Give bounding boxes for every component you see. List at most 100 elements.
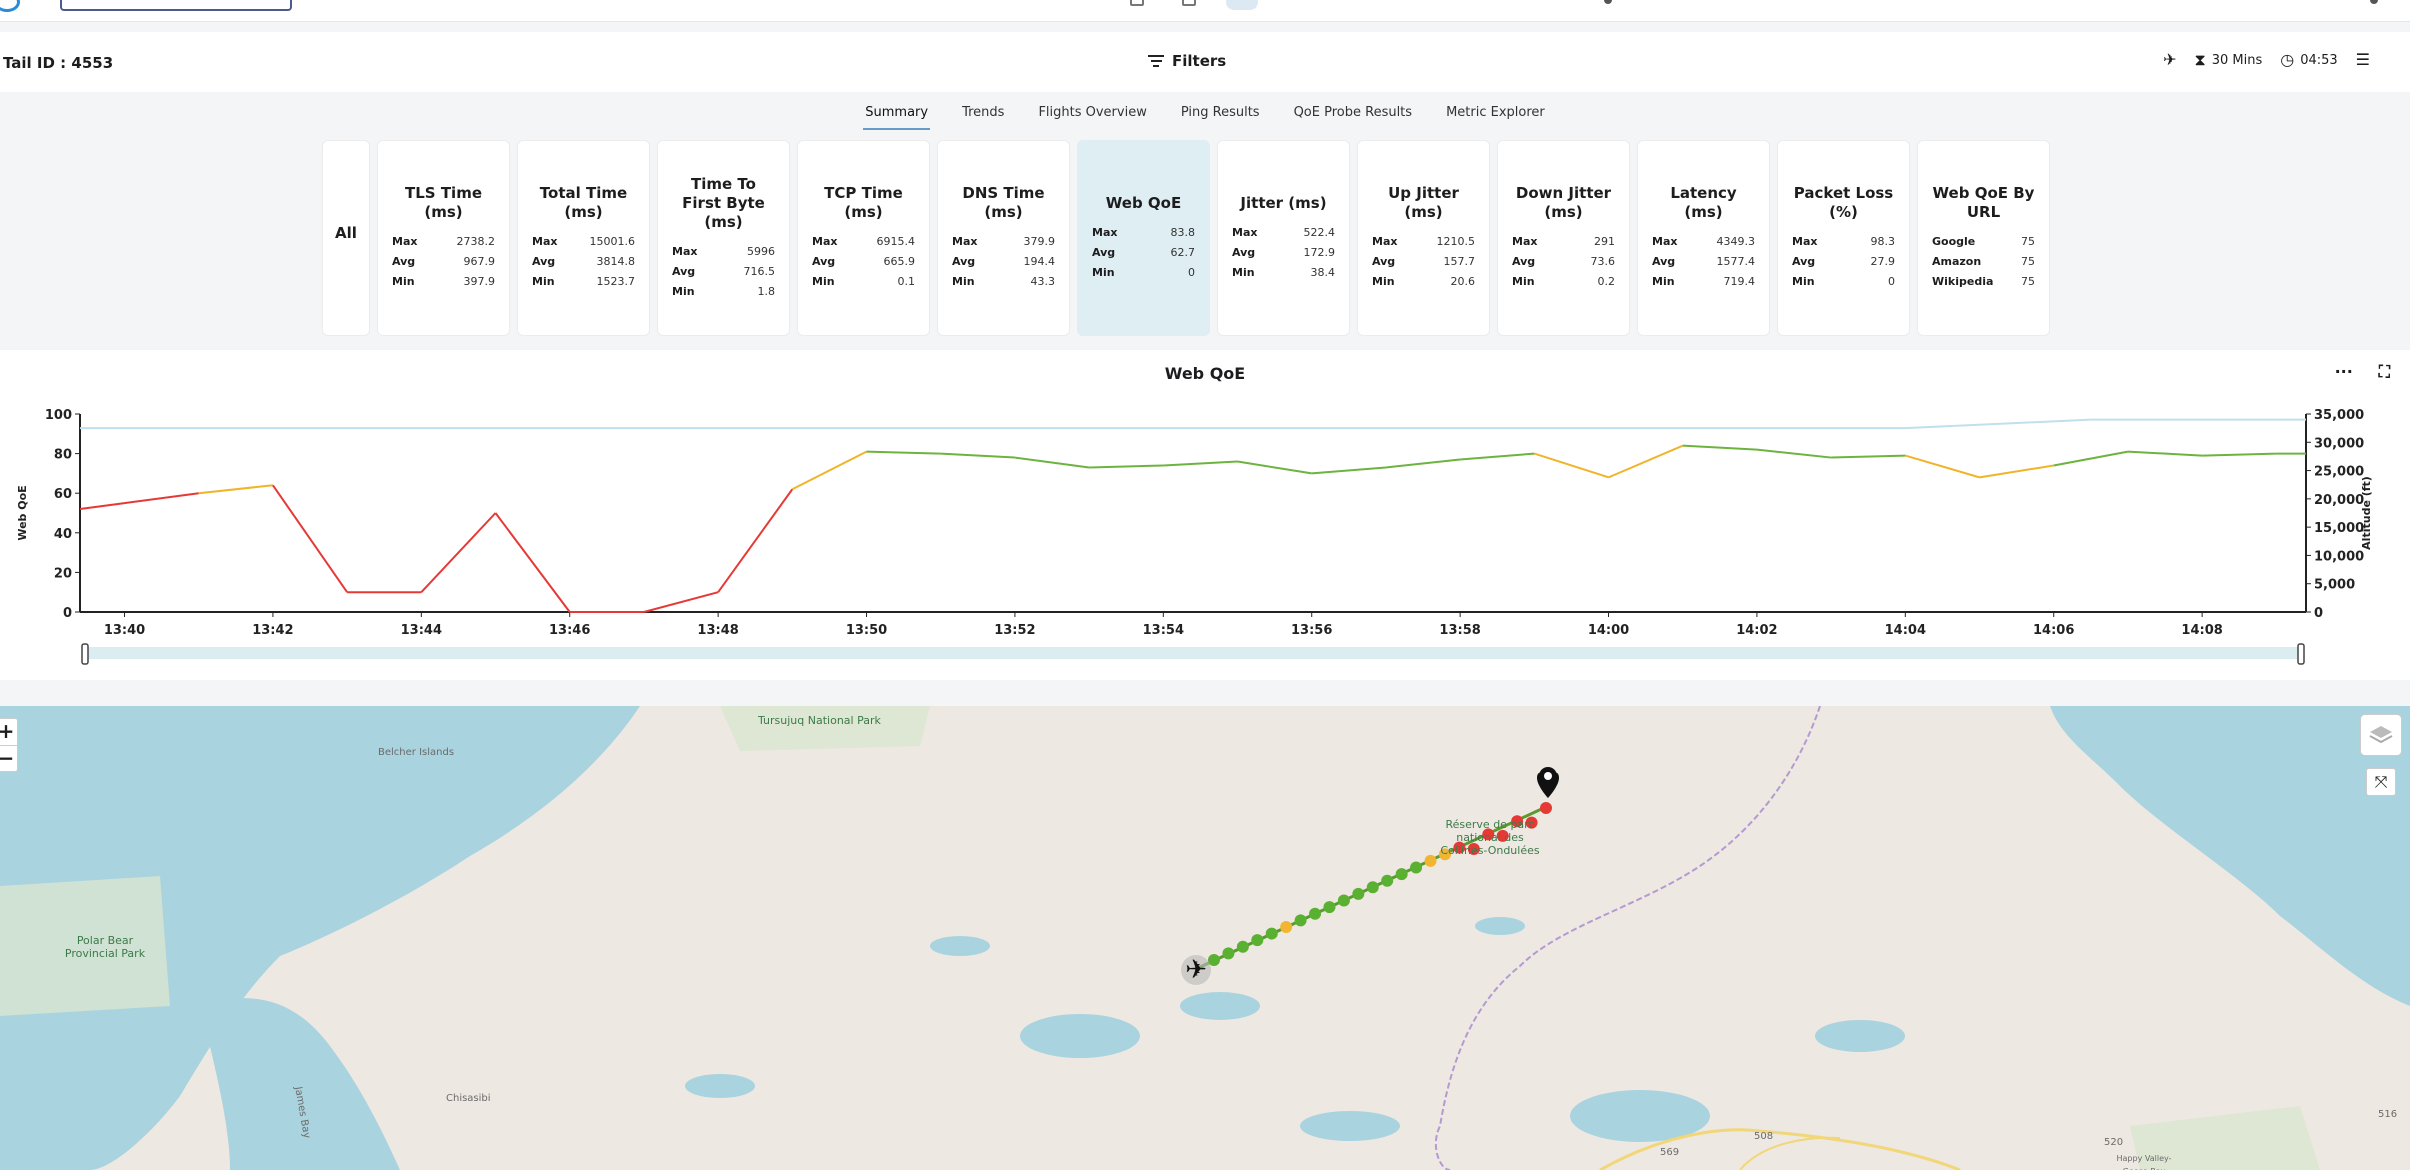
metric-stat-label: Avg (1652, 255, 1676, 268)
track-point[interactable] (1511, 815, 1524, 828)
map-canvas[interactable]: ✈ (0, 706, 2410, 1170)
web-qoe-line-segment (1682, 444, 1757, 451)
tab-trends[interactable]: Trends (962, 105, 1005, 120)
track-point[interactable] (1337, 894, 1350, 907)
flight-track-points[interactable] (1208, 802, 1552, 966)
map-fullscreen-button[interactable]: ⤧ (2366, 768, 2396, 796)
metric-stat-value: 0.2 (1597, 275, 1616, 288)
metric-stat-value: 75 (2021, 275, 2035, 288)
map-label-road-508: 508 (1754, 1131, 1774, 1142)
track-point[interactable] (1525, 816, 1538, 829)
hourglass-icon: ⧗ (2194, 50, 2206, 69)
tail-search-input[interactable] (60, 0, 292, 11)
metric-row: Avg 716.5 (672, 262, 775, 282)
metric-stat-value: 83.8 (1170, 225, 1196, 239)
track-point[interactable] (1366, 881, 1379, 894)
track-point[interactable] (1424, 854, 1437, 867)
metric-card-time-to-first-byte-ms[interactable]: Time To First Byte (ms) Max 5996 Avg 716.5 Mi… (657, 140, 790, 336)
track-point[interactable] (1222, 947, 1235, 960)
time-range-handle-end[interactable] (2297, 643, 2305, 665)
metric-stat-value: 75 (2021, 255, 2035, 268)
time-range-handle-start[interactable] (81, 643, 89, 665)
zoom-out-button[interactable]: − (0, 745, 17, 771)
web-qoe-line-segment (1311, 466, 1386, 475)
metric-card-tcp-time-ms[interactable]: TCP Time (ms) Max 6915.4 Avg 665.9 Min 0.1 (797, 140, 930, 336)
track-point[interactable] (1381, 874, 1394, 887)
app-logo-icon[interactable] (0, 0, 20, 12)
metric-title: TCP Time (ms) (824, 184, 903, 221)
tab-qoe-probe-results[interactable]: QoE Probe Results (1293, 105, 1413, 120)
x-tick-label: 14:08 (2181, 623, 2222, 638)
layers-button[interactable] (2360, 714, 2402, 756)
metric-card-jitter-ms[interactable]: Jitter (ms) Max 522.4 Avg 172.9 Min 38.4 (1217, 140, 1350, 336)
metric-row: Min 0 (1092, 263, 1195, 283)
metric-stat-value: 27.9 (1870, 255, 1896, 268)
expand-icon[interactable]: ⛶ (2378, 362, 2390, 381)
track-point[interactable] (1453, 841, 1466, 854)
track-point[interactable] (1323, 901, 1336, 914)
aircraft-icon[interactable]: ✈ (1185, 955, 1207, 985)
metric-row: Max 15001.6 (532, 232, 635, 252)
filters-button[interactable]: Filters (1148, 52, 1226, 70)
metric-stat-label: Avg (1232, 245, 1256, 259)
track-point[interactable] (1280, 920, 1293, 933)
metric-card-tls-time-ms[interactable]: TLS Time (ms) Max 2738.2 Avg 967.9 Min 397.9 (377, 140, 510, 336)
x-tick-label: 13:52 (994, 623, 1035, 638)
metric-stat-value: 5996 (747, 244, 775, 258)
metric-stat-value: 62.7 (1170, 245, 1196, 259)
metric-card-total-time-ms[interactable]: Total Time (ms) Max 15001.6 Avg 3814.8 Min 152… (517, 140, 650, 336)
duration-selector[interactable]: ⧗ 30 Mins (2194, 52, 2262, 68)
metric-card-web-qoe-by-url[interactable]: Web QoE By URL Google 75 Amazon 75 Wikipedia 7… (1917, 140, 2050, 336)
track-point[interactable] (1251, 934, 1264, 947)
airplane-icon: ✈ (2163, 50, 2177, 69)
metric-row: Min 38.4 (1232, 263, 1335, 283)
track-point[interactable] (1482, 828, 1495, 841)
summary-tabs: Summary Trends Flights Overview Ping Result… (0, 100, 2410, 130)
track-point[interactable] (1208, 954, 1220, 966)
metric-stat-label: Max (1232, 225, 1258, 239)
tab-summary[interactable]: Summary (863, 100, 930, 130)
more-options-icon[interactable]: ··· (2334, 362, 2353, 381)
metric-row: Avg 73.6 (1512, 252, 1615, 272)
metric-card-dns-time-ms[interactable]: DNS Time (ms) Max 379.9 Avg 194.4 Min 43.3 (937, 140, 1070, 336)
settings-button[interactable]: ☰ (2356, 52, 2370, 68)
zoom-in-button[interactable]: + (0, 719, 15, 743)
metric-title: Web QoE By URL (1932, 184, 2035, 221)
time-display[interactable]: ◷ 04:53 (2280, 52, 2337, 68)
metric-stat-value: 719.4 (1723, 275, 1756, 288)
metric-card-all[interactable]: All (322, 140, 370, 336)
metric-card-latency-ms[interactable]: Latency (ms) Max 4349.3 Avg 1577.4 Min 719.4 (1637, 140, 1770, 336)
track-point[interactable] (1438, 848, 1451, 861)
metric-card-packet-loss[interactable]: Packet Loss (%) Max 98.3 Avg 27.9 Min 0 (1777, 140, 1910, 336)
track-point[interactable] (1395, 868, 1408, 881)
tab-metric-explorer[interactable]: Metric Explorer (1446, 105, 1545, 120)
tab-flights-overview[interactable]: Flights Overview (1038, 105, 1147, 120)
notification-icon[interactable] (1604, 0, 1612, 4)
track-point[interactable] (1540, 802, 1552, 814)
window-icon[interactable] (1182, 0, 1196, 6)
metric-card-up-jitter-ms[interactable]: Up Jitter (ms) Max 1210.5 Avg 157.7 Min 20.6 (1357, 140, 1490, 336)
track-point[interactable] (1309, 907, 1322, 920)
track-point[interactable] (1410, 861, 1423, 874)
track-point[interactable] (1496, 829, 1509, 842)
tab-ping-results[interactable]: Ping Results (1180, 105, 1260, 120)
metric-stat-value: 1523.7 (596, 275, 636, 288)
metric-card-web-qoe[interactable]: Web QoE Max 83.8 Avg 62.7 Min 0 (1077, 140, 1210, 336)
metric-stat-value: 665.9 (883, 255, 916, 268)
metric-card-down-jitter-ms[interactable]: Down Jitter (ms) Max 291 Avg 73.6 Min 0.2 (1497, 140, 1630, 336)
track-point[interactable] (1236, 940, 1249, 953)
y2-tick-label: 10,000 (2314, 549, 2364, 564)
active-view-icon[interactable] (1226, 0, 1258, 10)
metric-row: Max 291 (1512, 232, 1615, 252)
metric-stat-label: Avg (1372, 255, 1396, 268)
track-point[interactable] (1352, 887, 1365, 900)
metric-stat-label: Min (392, 275, 415, 288)
track-point[interactable] (1294, 914, 1307, 927)
user-menu-icon[interactable] (2370, 0, 2378, 4)
flight-mode-button[interactable]: ✈ (2163, 52, 2176, 68)
metric-row: Min 719.4 (1652, 272, 1755, 292)
flight-map[interactable]: ✈ Tursujuq National Park Belcher Islands… (0, 706, 2410, 1170)
grid-icon[interactable] (1130, 0, 1144, 6)
track-point[interactable] (1467, 843, 1480, 856)
track-point[interactable] (1265, 927, 1278, 940)
